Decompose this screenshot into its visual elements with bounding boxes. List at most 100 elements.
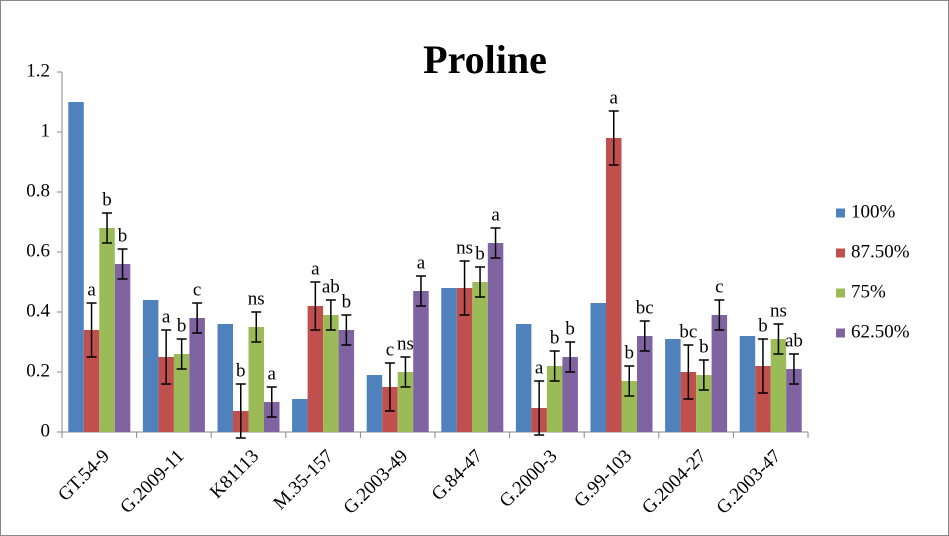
error-bar xyxy=(683,344,694,400)
bar xyxy=(755,366,771,432)
error-bar xyxy=(534,380,545,436)
bar xyxy=(637,336,653,432)
significance-label: bc xyxy=(636,297,654,318)
error-bar xyxy=(117,248,128,280)
significance-label: b xyxy=(550,327,560,348)
bar xyxy=(590,303,606,432)
significance-label: a xyxy=(491,204,500,225)
legend-swatch xyxy=(836,288,845,298)
error-bar xyxy=(192,302,203,334)
significance-label: bc xyxy=(679,321,697,342)
error-bar xyxy=(788,353,799,385)
significance-label: a xyxy=(311,258,320,279)
y-tick-label: 0.8 xyxy=(26,180,50,201)
error-bar xyxy=(757,338,768,394)
legend-swatch xyxy=(836,328,845,338)
error-bar xyxy=(549,350,560,382)
significance-label: ns xyxy=(397,333,414,354)
significance-label: c xyxy=(193,279,201,300)
legend-swatch xyxy=(836,248,845,258)
significance-label: c xyxy=(715,276,723,297)
bar xyxy=(546,366,563,432)
significance-label: b xyxy=(236,360,246,381)
error-bar xyxy=(161,329,172,385)
error-bar xyxy=(475,266,486,298)
significance-label: b xyxy=(118,225,128,246)
significance-label: b xyxy=(475,243,485,264)
bar xyxy=(441,288,457,432)
error-bar xyxy=(235,383,246,439)
error-bar xyxy=(415,275,426,307)
error-bar xyxy=(698,359,709,391)
significance-label: a xyxy=(535,357,544,378)
error-bar xyxy=(773,323,784,355)
bar xyxy=(366,375,383,432)
bar xyxy=(338,330,355,432)
y-tick-label: 1.2 xyxy=(26,60,50,81)
legend-label: 87.50% xyxy=(851,241,910,262)
y-tick-label: 0.2 xyxy=(26,360,50,381)
error-bar xyxy=(624,365,635,397)
bar xyxy=(83,330,100,432)
significance-label: ab xyxy=(322,276,340,297)
error-bar xyxy=(565,341,576,373)
error-bar xyxy=(459,260,470,316)
significance-label: b xyxy=(565,318,575,339)
error-bar xyxy=(310,281,321,331)
bar xyxy=(248,327,264,432)
error-bar xyxy=(325,299,336,331)
bar xyxy=(323,315,339,432)
error-bar xyxy=(384,362,395,412)
y-tick-label: 0 xyxy=(41,420,51,441)
y-tick-label: 0.4 xyxy=(26,300,50,321)
significance-label: b xyxy=(102,189,112,210)
bar xyxy=(770,339,787,432)
bar xyxy=(680,372,697,432)
error-bar xyxy=(86,302,97,358)
bar xyxy=(456,288,473,432)
chart-title: Proline xyxy=(423,37,547,82)
significance-label: a xyxy=(87,279,96,300)
bar xyxy=(562,357,578,432)
bar xyxy=(158,357,174,432)
bar xyxy=(99,228,115,432)
significance-label: b xyxy=(758,315,768,336)
bar xyxy=(189,318,205,432)
significance-label: ns xyxy=(770,300,787,321)
bar xyxy=(413,291,429,432)
bar xyxy=(621,381,637,432)
significance-label: ns xyxy=(456,237,473,258)
legend-swatch xyxy=(836,208,845,218)
bar xyxy=(114,264,131,432)
bar xyxy=(173,354,190,432)
significance-label: b xyxy=(177,315,187,336)
error-bar xyxy=(102,212,113,244)
significance-label: b xyxy=(342,291,352,312)
error-bar xyxy=(251,311,262,343)
bar xyxy=(217,324,233,432)
bar xyxy=(606,138,622,432)
legend-label: 75% xyxy=(851,281,886,302)
significance-label: ns xyxy=(248,288,265,309)
bar xyxy=(711,315,728,432)
bar xyxy=(515,324,532,432)
bar xyxy=(665,339,681,432)
significance-label: a xyxy=(162,306,171,327)
error-bar xyxy=(176,338,187,370)
error-bar xyxy=(490,227,501,259)
error-bar xyxy=(714,299,725,331)
y-tick-label: 1 xyxy=(41,120,51,141)
error-bar xyxy=(266,386,277,418)
significance-label: c xyxy=(386,339,394,360)
error-bar xyxy=(608,110,619,166)
y-tick-label: 0.6 xyxy=(26,240,50,261)
significance-label: a xyxy=(268,363,277,384)
significance-label: a xyxy=(417,252,426,273)
bar xyxy=(292,399,308,432)
error-bar xyxy=(639,320,650,352)
legend-label: 100% xyxy=(851,201,896,222)
bar xyxy=(487,243,504,432)
bar xyxy=(739,336,756,432)
